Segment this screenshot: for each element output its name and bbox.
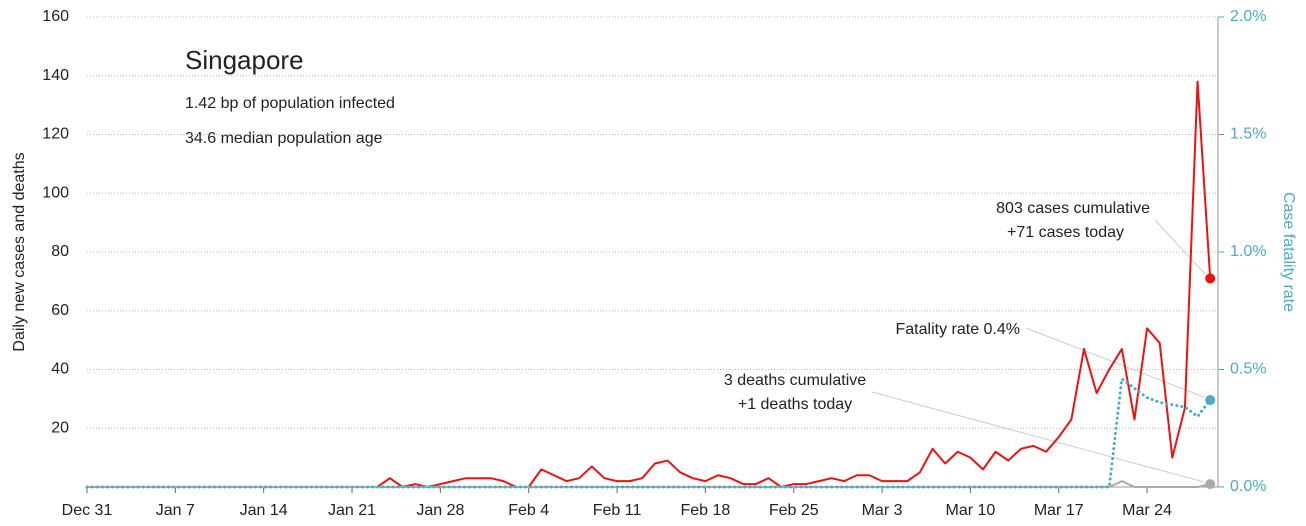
annotation: 3 deaths cumulative	[724, 372, 866, 389]
x-tick-label: Feb 18	[680, 502, 730, 519]
x-tick-label: Jan 7	[156, 502, 195, 519]
end-point	[1205, 479, 1216, 490]
x-tick-label: Jan 14	[240, 502, 288, 519]
x-tick-label: Jan 28	[416, 502, 464, 519]
y-axis-label: Daily new cases and deaths	[11, 152, 28, 351]
y2-tick-label: 0.5%	[1230, 361, 1266, 378]
leader-line	[1154, 219, 1206, 275]
end-point	[1205, 395, 1216, 406]
y2-tick-label: 2.0%	[1230, 8, 1266, 25]
y2-tick-label: 0.0%	[1230, 478, 1266, 495]
x-tick-label: Feb 11	[593, 502, 642, 519]
y-tick-label: 40	[51, 361, 69, 378]
chart-title: Singapore	[185, 45, 304, 75]
x-tick-label: Mar 3	[862, 502, 903, 519]
annotation: +71 cases today	[1007, 224, 1124, 241]
y-tick-label: 160	[42, 8, 69, 25]
x-tick-label: Mar 17	[1034, 502, 1084, 519]
y-tick-label: 20	[51, 419, 69, 436]
y-tick-label: 80	[51, 243, 69, 260]
leader-line	[1025, 327, 1205, 398]
x-tick-label: Jan 21	[328, 502, 376, 519]
annotation: 1.42 bp of population infected	[185, 95, 395, 112]
y-tick-label: 140	[42, 67, 69, 84]
x-tick-label: Dec 31	[62, 502, 113, 519]
end-point	[1205, 273, 1216, 284]
leader-line	[871, 391, 1205, 483]
y2-tick-label: 1.0%	[1230, 243, 1266, 260]
y-tick-label: 100	[42, 184, 69, 201]
annotation: Fatality rate 0.4%	[896, 321, 1021, 338]
y2-tick-label: 1.5%	[1230, 126, 1266, 143]
x-tick-label: Mar 10	[946, 502, 996, 519]
series-line	[85, 377, 1212, 489]
x-tick-label: Feb 4	[508, 502, 549, 519]
annotation: 34.6 median population age	[185, 130, 383, 147]
annotation: 803 cases cumulative	[996, 200, 1150, 217]
x-tick-label: Mar 24	[1122, 502, 1172, 519]
y-tick-label: 60	[51, 302, 69, 319]
y2-axis-label: Case fatality rate	[1280, 192, 1297, 312]
annotation: +1 deaths today	[738, 396, 852, 413]
x-tick-label: Feb 25	[769, 502, 819, 519]
y-tick-label: 120	[42, 126, 69, 143]
